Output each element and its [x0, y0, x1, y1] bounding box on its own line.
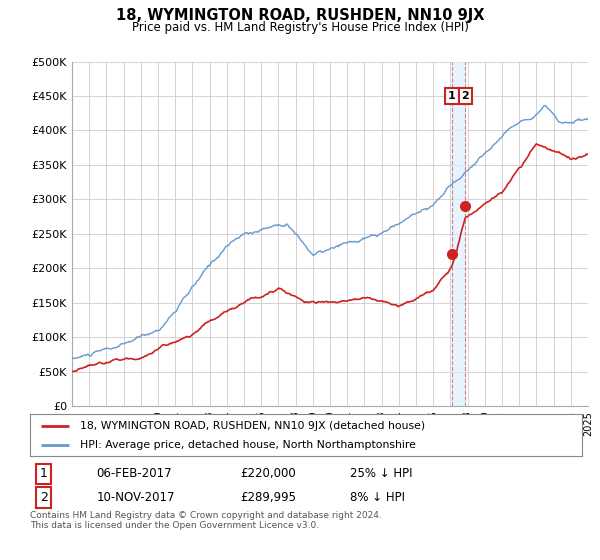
Text: 8% ↓ HPI: 8% ↓ HPI — [350, 491, 405, 504]
Text: Price paid vs. HM Land Registry's House Price Index (HPI): Price paid vs. HM Land Registry's House … — [131, 21, 469, 34]
Text: 2: 2 — [461, 91, 469, 101]
Text: 18, WYMINGTON ROAD, RUSHDEN, NN10 9JX: 18, WYMINGTON ROAD, RUSHDEN, NN10 9JX — [116, 8, 484, 24]
Text: Contains HM Land Registry data © Crown copyright and database right 2024.
This d: Contains HM Land Registry data © Crown c… — [30, 511, 382, 530]
Text: £289,995: £289,995 — [240, 491, 296, 504]
Text: £220,000: £220,000 — [240, 467, 296, 480]
Text: 25% ↓ HPI: 25% ↓ HPI — [350, 467, 413, 480]
Bar — [452, 62, 465, 406]
Text: 18, WYMINGTON ROAD, RUSHDEN, NN10 9JX (detached house): 18, WYMINGTON ROAD, RUSHDEN, NN10 9JX (d… — [80, 421, 425, 431]
Text: 10-NOV-2017: 10-NOV-2017 — [96, 491, 175, 504]
Text: 1: 1 — [448, 91, 456, 101]
Text: 06-FEB-2017: 06-FEB-2017 — [96, 467, 172, 480]
Text: HPI: Average price, detached house, North Northamptonshire: HPI: Average price, detached house, Nort… — [80, 440, 416, 450]
Text: 1: 1 — [40, 467, 48, 480]
Text: 2: 2 — [40, 491, 48, 504]
